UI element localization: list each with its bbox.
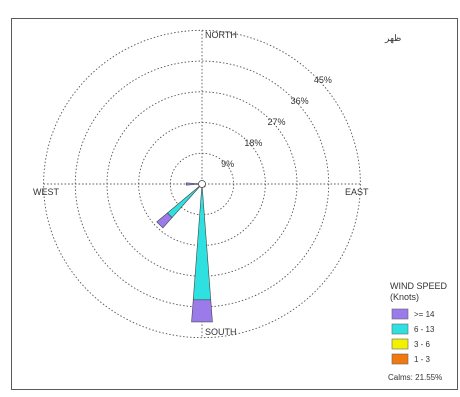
ring-label-1: 9% [221,159,234,169]
chart-title: ظهر [384,33,401,44]
petal-225-4 [156,212,173,229]
petal-180-4 [191,299,213,323]
petal-225-3 [166,183,203,219]
ring-labels-group: 9% 18% 27% 36% 45% [221,75,332,169]
legend-title-line2: (Knots) [390,292,419,302]
ring-5 [43,29,361,339]
legend-items: >= 14 6 - 13 3 - 6 1 - 3 [391,308,435,365]
west-label: WEST [33,187,60,197]
legend-calms: Calms: 21.55% [388,373,442,382]
petal-270-4 [185,182,198,186]
legend-item-label-2: 6 - 13 [414,325,435,334]
legend-swatch-2 [391,323,409,335]
ring-label-2: 18% [244,138,262,148]
petals-group [156,180,213,323]
legend-swatch-4 [391,353,409,365]
legend-swatch-1 [391,308,409,320]
legend-item-label-4: 1 - 3 [414,355,431,364]
legend: WIND SPEED (Knots) >= 14 6 - 13 3 - 6 1 - 3… [388,281,448,382]
legend-title-line1: WIND SPEED [390,281,448,291]
east-label: EAST [345,187,369,197]
ring-label-5: 45% [314,75,332,85]
south-label: SOUTH [205,327,237,337]
legend-item-label-1: >= 14 [414,310,435,319]
ring-label-4: 36% [291,96,309,106]
calm-center [198,180,206,188]
ring-label-3: 27% [268,117,286,127]
ring-4 [74,60,330,308]
chart-frame [11,18,458,390]
legend-item-label-3: 3 - 6 [414,340,431,349]
legend-swatch-3 [391,338,409,350]
petal-180-3 [192,183,212,301]
north-label: NORTH [205,30,237,40]
